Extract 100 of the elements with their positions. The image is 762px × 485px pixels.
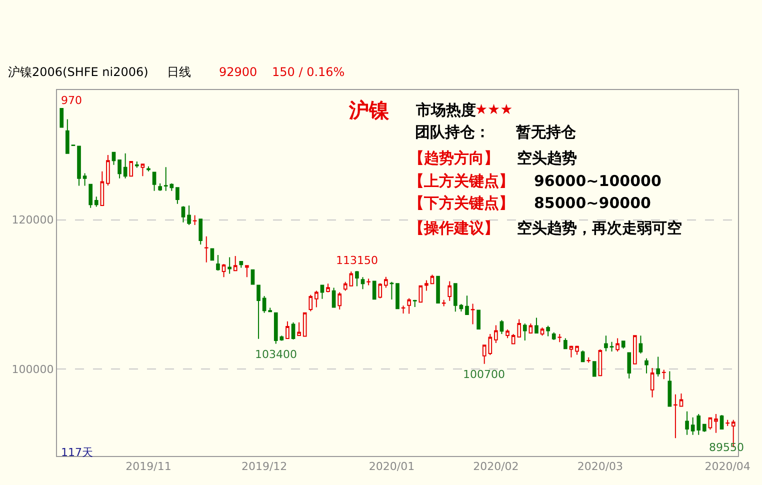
candlestick — [448, 280, 452, 302]
chart-title: 沪镍2006(SHFE ni2006) — [8, 65, 148, 80]
candlestick — [453, 283, 458, 312]
candlestick — [198, 218, 203, 246]
candlestick — [726, 419, 730, 427]
candlestick — [436, 276, 440, 304]
candlestick — [187, 204, 191, 226]
candlestick — [674, 394, 678, 439]
annotation: 89550 — [709, 441, 744, 454]
y-tick-label: 120000 — [12, 214, 54, 227]
candlestick — [291, 322, 296, 340]
annotation: 113150 — [336, 254, 378, 267]
annotation: 【操作建议】 — [409, 219, 499, 237]
annotation: 暂无持仓 — [515, 123, 577, 141]
candlestick — [396, 283, 400, 310]
x-tick-label: 2019/11 — [126, 460, 172, 474]
candlestick — [112, 152, 116, 166]
candlestick — [326, 283, 330, 293]
candlestick — [714, 414, 718, 434]
candlestick — [459, 303, 464, 312]
candlestick — [297, 322, 301, 336]
annotation: 【趋势方向】 — [409, 149, 499, 167]
annotation: ★★★ — [475, 102, 513, 118]
candlestick — [343, 281, 348, 292]
candlestick — [662, 369, 666, 380]
candlestick — [564, 338, 568, 350]
annotation: 空头趋势 — [517, 149, 577, 167]
candlestick — [372, 280, 376, 300]
annotation: 【上方关键点】 — [409, 172, 514, 190]
candlestick — [656, 356, 660, 378]
candlestick — [702, 424, 706, 432]
candlestick — [506, 328, 510, 339]
candlestick — [470, 303, 475, 325]
y-tick-label: 100000 — [12, 363, 54, 376]
candlestick — [349, 270, 354, 286]
annotation: 【下方关键点】 — [409, 194, 514, 212]
candlestick — [679, 392, 684, 408]
candlestick — [320, 284, 324, 300]
candlestick — [685, 410, 689, 436]
candlestick — [158, 182, 162, 192]
candlestick — [286, 320, 290, 340]
candlestick — [598, 348, 602, 376]
candlestick — [610, 341, 614, 352]
candlestick — [134, 161, 139, 168]
candlestick — [118, 159, 122, 179]
candlestick — [192, 214, 197, 226]
candlestick — [534, 317, 538, 334]
candlestick — [442, 299, 446, 307]
candlestick — [233, 255, 238, 272]
x-tick-label: 2020/03 — [577, 460, 624, 474]
candlestick — [644, 358, 648, 374]
candlestick — [338, 292, 342, 310]
candlestick — [500, 320, 504, 334]
candlestick — [418, 285, 423, 303]
candlestick — [586, 356, 591, 364]
annotation: 117天 — [61, 446, 93, 459]
candlestick — [245, 265, 249, 278]
candlestick — [616, 338, 620, 352]
candlestick — [569, 345, 574, 358]
x-tick-label: 2019/12 — [241, 460, 288, 474]
candlestick — [494, 324, 498, 344]
candlestick — [384, 276, 388, 288]
text: 150 / 0.16% — [272, 65, 345, 79]
candlestick — [592, 361, 596, 377]
candlestick — [314, 290, 318, 308]
text: 92900 — [219, 65, 258, 79]
candlestick — [228, 256, 232, 274]
candlestick — [60, 108, 64, 128]
candlestick — [407, 298, 411, 314]
candlestick — [152, 172, 156, 192]
candlestick — [146, 166, 150, 172]
candlestick — [268, 307, 272, 312]
candlestick — [222, 264, 226, 278]
candlestick — [302, 312, 307, 337]
x-tick-label: 2020/04 — [704, 460, 750, 474]
candlestick — [77, 146, 81, 186]
candlestick — [546, 325, 550, 337]
annotation: 市场热度 — [415, 101, 476, 119]
candlestick — [424, 280, 428, 292]
candlestick — [378, 282, 382, 299]
candlestick — [517, 318, 522, 338]
text: 日线 — [167, 65, 191, 79]
candlestick — [522, 323, 527, 342]
candlestick — [181, 206, 186, 223]
candlestick — [176, 187, 180, 204]
candlestick — [262, 295, 266, 314]
candlestick — [239, 260, 244, 268]
candlestick — [668, 370, 672, 407]
candlestick — [511, 333, 516, 344]
annotation: 空头趋势，再次走弱可空 — [517, 219, 682, 237]
candlestick — [627, 352, 632, 379]
candlestick — [88, 184, 93, 208]
candlestick — [106, 154, 110, 186]
candlestick — [66, 118, 70, 154]
annotation: 96000~100000 — [534, 172, 662, 190]
candlestick — [633, 335, 637, 364]
candlestick — [82, 172, 87, 186]
candlestick — [638, 335, 643, 354]
candlestick — [604, 335, 608, 352]
candlestick — [332, 287, 336, 308]
